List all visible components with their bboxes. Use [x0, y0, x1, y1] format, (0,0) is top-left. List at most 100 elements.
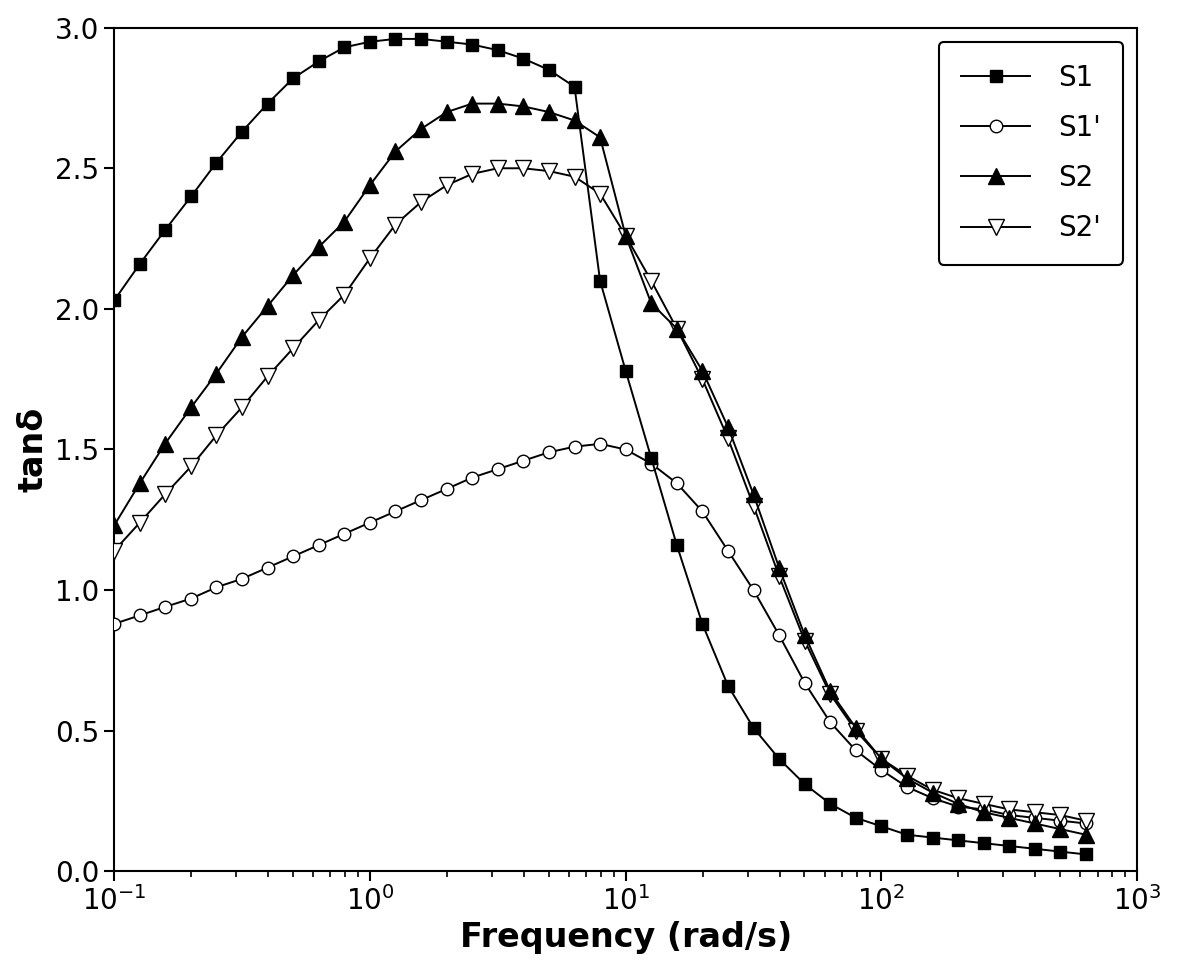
Line: S2': S2': [106, 160, 1093, 828]
S2': [568, 171, 582, 183]
S2': [926, 784, 940, 795]
S2': [695, 374, 709, 385]
S2': [158, 488, 172, 500]
S2: [568, 115, 582, 126]
S2: [439, 106, 454, 117]
S1': [874, 764, 888, 776]
S2: [337, 216, 351, 227]
Legend: S1, S1', S2, S2': S1, S1', S2, S2': [939, 42, 1124, 265]
S1: [1079, 849, 1093, 860]
S1': [516, 454, 530, 466]
S2': [439, 180, 454, 191]
S1: [107, 294, 121, 306]
S1: [798, 779, 812, 790]
S2: [823, 686, 838, 697]
S1: [286, 73, 300, 84]
S2': [133, 517, 147, 528]
S2': [1079, 815, 1093, 826]
S2': [644, 275, 659, 286]
S2: [618, 230, 633, 242]
S2': [951, 792, 965, 804]
S1: [977, 837, 991, 849]
S2': [1053, 809, 1067, 820]
S1: [158, 224, 172, 236]
S2': [721, 432, 735, 444]
S1': [977, 804, 991, 816]
S1': [1053, 815, 1067, 826]
S1: [516, 52, 530, 64]
S1: [848, 812, 862, 823]
S1': [1079, 818, 1093, 829]
S2: [1002, 812, 1017, 823]
S1: [721, 680, 735, 691]
S1': [465, 472, 479, 484]
S1': [747, 585, 761, 596]
S2: [107, 519, 121, 531]
S2: [926, 787, 940, 798]
S2': [260, 371, 274, 383]
S1: [260, 98, 274, 110]
S2': [465, 168, 479, 180]
S1: [644, 452, 659, 464]
S2': [798, 635, 812, 647]
S1': [568, 441, 582, 452]
S2: [184, 401, 198, 413]
S2: [542, 106, 556, 117]
S1': [133, 610, 147, 621]
S1': [926, 792, 940, 804]
S2': [823, 688, 838, 700]
Line: S1': S1': [108, 438, 1092, 830]
S1: [772, 753, 786, 764]
S1: [465, 39, 479, 50]
S2: [363, 180, 377, 191]
S2: [1079, 829, 1093, 841]
S1': [951, 801, 965, 813]
S1': [798, 677, 812, 688]
S2: [747, 488, 761, 500]
S2': [874, 753, 888, 764]
S2': [516, 162, 530, 174]
S2: [234, 331, 249, 343]
S2: [1053, 823, 1067, 835]
S2': [1027, 806, 1041, 818]
S1': [234, 573, 249, 585]
S2: [848, 722, 862, 734]
S1: [184, 190, 198, 202]
S2': [312, 315, 326, 326]
S2': [210, 429, 224, 441]
S1: [389, 33, 403, 45]
S2: [798, 629, 812, 641]
S2': [542, 165, 556, 177]
S1': [158, 601, 172, 613]
S2': [389, 218, 403, 230]
S1: [210, 157, 224, 169]
S1: [1053, 846, 1067, 857]
S1': [848, 745, 862, 756]
S1': [618, 444, 633, 455]
S1': [542, 447, 556, 458]
S1: [695, 618, 709, 629]
S1': [286, 551, 300, 562]
S1': [260, 562, 274, 574]
S2: [644, 297, 659, 309]
S1': [1002, 809, 1017, 820]
S2: [312, 241, 326, 252]
S2': [491, 162, 505, 174]
S2: [874, 753, 888, 764]
S1: [618, 365, 633, 377]
S1: [900, 829, 914, 841]
S1: [874, 820, 888, 832]
S1': [312, 539, 326, 551]
Y-axis label: tanδ: tanδ: [16, 407, 49, 492]
S2': [900, 770, 914, 782]
S2': [286, 343, 300, 354]
S1': [593, 438, 607, 450]
S1': [413, 494, 428, 506]
S1: [670, 539, 684, 551]
S2: [772, 562, 786, 574]
S2': [184, 460, 198, 472]
S2: [1027, 818, 1041, 829]
S2: [413, 123, 428, 135]
S1: [1002, 840, 1017, 852]
S1': [389, 506, 403, 518]
